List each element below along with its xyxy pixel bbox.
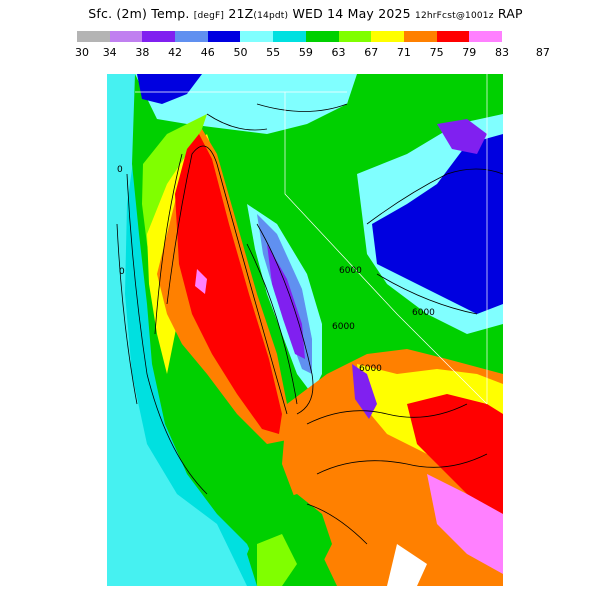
legend-swatch <box>175 31 208 42</box>
temperature-map: 6000 6000 6000 6000 0 0 <box>107 74 503 586</box>
masked-area <box>387 544 427 586</box>
legend-swatch <box>142 31 176 42</box>
legend-swatch <box>207 31 241 42</box>
great-basin-cold <box>372 134 503 314</box>
legend-tick-label: 75 <box>429 46 444 59</box>
temperature-map-svg: 6000 6000 6000 6000 0 0 <box>107 74 503 586</box>
low-desert-hottest <box>427 474 503 574</box>
title-local-time: (14pdt) <box>253 11 289 21</box>
contour-label: 0 <box>117 165 123 175</box>
la-coastal-edge <box>257 534 297 586</box>
title-forecast-hour: 12hrFcst@1001z <box>415 11 494 21</box>
title-date: WED 14 May 2025 <box>292 6 411 21</box>
legend-tick-label: 30 <box>75 46 89 59</box>
legend-tick-label: 55 <box>266 46 281 59</box>
legend-tick-label: 42 <box>168 46 183 59</box>
contour-label: 0 <box>119 267 125 277</box>
title-valid-time: 21Z <box>228 6 254 21</box>
legend-swatch <box>403 31 437 42</box>
contour-label: 6000 <box>332 322 355 332</box>
valley-hot-spot <box>195 269 207 294</box>
title-units: [degF] <box>193 11 225 21</box>
legend-tick-label: 83 <box>495 46 509 59</box>
legend-swatch <box>338 31 372 42</box>
north-cold-pocket <box>137 74 202 104</box>
contour-lines <box>116 103 503 545</box>
legend-swatch <box>273 31 306 42</box>
color-legend-labels: 30 34 38 42 46 50 55 59 63 67 71 75 79 83 87 <box>0 46 611 60</box>
legend-tick-label: 79 <box>462 46 477 59</box>
legend-swatch <box>469 31 502 42</box>
contour-label: 6000 <box>412 308 435 318</box>
color-legend-bar <box>77 31 502 42</box>
legend-tick-label: 46 <box>200 46 215 59</box>
contour-label: 6000 <box>339 266 362 276</box>
legend-tick-label: 38 <box>135 46 150 59</box>
title-variable: Sfc. (2m) Temp. <box>88 6 190 21</box>
legend-tick-label: 34 <box>102 46 117 59</box>
legend-tick-label: 59 <box>298 46 313 59</box>
legend-swatch <box>77 31 110 42</box>
legend-tick-label: 87 <box>535 46 550 59</box>
nearshore-cool-band <box>107 74 247 586</box>
legend-swatch <box>240 31 274 42</box>
central-valley-hot <box>175 134 282 434</box>
idaho-cold-pocket <box>437 119 487 154</box>
legend-swatch <box>109 31 143 42</box>
contour-label-group: 6000 6000 6000 6000 0 0 <box>117 165 435 374</box>
sierra-coldest-zone <box>267 244 305 359</box>
legend-tick-label: 63 <box>331 46 346 59</box>
legend-swatch <box>436 31 470 42</box>
legend-tick-label: 50 <box>233 46 248 59</box>
contour-label: 6000 <box>359 364 382 374</box>
map-title: Sfc. (2m) Temp. [degF] 21Z(14pdt) WED 14… <box>0 6 611 21</box>
legend-tick-label: 67 <box>364 46 379 59</box>
legend-tick-label: 71 <box>396 46 411 59</box>
title-model: RAP <box>497 6 523 21</box>
white-mtn-cold <box>352 364 377 419</box>
legend-swatch <box>371 31 404 42</box>
mojave-hot <box>407 394 503 514</box>
legend-swatch <box>305 31 339 42</box>
state-borders <box>135 74 488 405</box>
